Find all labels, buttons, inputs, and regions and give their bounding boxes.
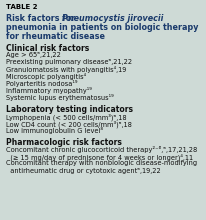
Text: Polyarteritis nodosa¹⁹: Polyarteritis nodosa¹⁹ [6,80,77,87]
Text: Laboratory testing indicators: Laboratory testing indicators [6,105,132,114]
Text: for rheumatic disease: for rheumatic disease [6,32,104,41]
Text: Pneumocystis jirovecii: Pneumocystis jirovecii [62,14,163,23]
Text: Lymphopenia (< 500 cells/mm³)ᵊ,18: Lymphopenia (< 500 cells/mm³)ᵊ,18 [6,113,126,121]
Text: Concomitant therapy with nonbiologic disease-modifying: Concomitant therapy with nonbiologic dis… [6,160,196,167]
Text: Microscopic polyangitis⁴: Microscopic polyangitis⁴ [6,73,86,80]
Text: Risk factors for: Risk factors for [6,14,78,23]
Text: Inflammatory myopathy¹⁹: Inflammatory myopathy¹⁹ [6,87,91,94]
Text: Age > 65ᵊ,21,22: Age > 65ᵊ,21,22 [6,52,61,58]
Text: (≥ 15 mg/day of prednisone for 4 weeks or longer)⁴,11: (≥ 15 mg/day of prednisone for 4 weeks o… [6,153,192,161]
Text: Concomitant chronic glucocorticoid therapy²⁻⁶,ᵊ,17,21,28: Concomitant chronic glucocorticoid thera… [6,146,196,153]
Text: pneumonia in patients on biologic therapy: pneumonia in patients on biologic therap… [6,23,198,32]
Text: Clinical risk factors: Clinical risk factors [6,44,89,53]
Text: Systemic lupus erythematosus¹⁹: Systemic lupus erythematosus¹⁹ [6,94,113,101]
Text: TABLE 2: TABLE 2 [6,4,37,10]
Text: antirheumatic drug or cytotoxic agentᵊ,19,22: antirheumatic drug or cytotoxic agentᵊ,1… [6,167,160,174]
Text: Granulomatosis with polyangitis⁴,19: Granulomatosis with polyangitis⁴,19 [6,66,126,73]
Text: Preexisting pulmonary diseaseᵊ,21,22: Preexisting pulmonary diseaseᵊ,21,22 [6,59,131,65]
Text: Pharmacologic risk factors: Pharmacologic risk factors [6,138,121,147]
Text: Low immunoglobulin G level⁸: Low immunoglobulin G level⁸ [6,127,103,134]
Text: Low CD4 count (< 200 cells/mm³)ᵊ,18: Low CD4 count (< 200 cells/mm³)ᵊ,18 [6,120,131,128]
